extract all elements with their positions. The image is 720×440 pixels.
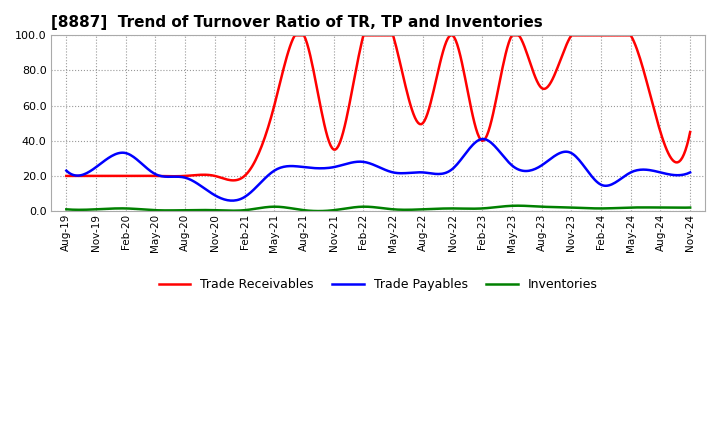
Trade Payables xyxy=(62,168,71,173)
Trade Receivables xyxy=(292,33,300,38)
Line: Inventories: Inventories xyxy=(66,205,690,211)
Text: [8887]  Trend of Turnover Ratio of TR, TP and Inventories: [8887] Trend of Turnover Ratio of TR, TP… xyxy=(52,15,543,30)
Trade Receivables xyxy=(267,114,276,120)
Inventories xyxy=(265,204,274,209)
Inventories xyxy=(137,207,145,212)
Inventories xyxy=(686,205,695,210)
Trade Receivables xyxy=(312,83,321,88)
Inventories xyxy=(518,203,527,209)
Trade Payables xyxy=(137,161,145,166)
Trade Receivables xyxy=(137,173,145,179)
Trade Receivables xyxy=(518,40,527,45)
Trade Payables xyxy=(518,168,527,173)
Inventories xyxy=(516,203,524,209)
Trade Payables xyxy=(456,158,464,163)
Trade Payables xyxy=(267,170,276,176)
Legend: Trade Receivables, Trade Payables, Inventories: Trade Receivables, Trade Payables, Inven… xyxy=(154,273,603,296)
Line: Trade Receivables: Trade Receivables xyxy=(66,35,690,180)
Inventories xyxy=(456,206,464,211)
Trade Payables xyxy=(686,170,695,175)
Inventories xyxy=(514,203,523,208)
Trade Payables xyxy=(310,165,319,171)
Trade Receivables xyxy=(62,173,71,179)
Trade Receivables xyxy=(458,60,467,65)
Trade Payables xyxy=(516,167,524,172)
Inventories xyxy=(62,207,71,212)
Trade Receivables xyxy=(686,129,695,135)
Line: Trade Payables: Trade Payables xyxy=(66,139,690,201)
Trade Payables xyxy=(228,198,236,203)
Inventories xyxy=(314,209,323,214)
Trade Receivables xyxy=(516,34,524,39)
Inventories xyxy=(309,208,318,213)
Trade Receivables xyxy=(229,178,238,183)
Trade Payables xyxy=(478,136,487,142)
